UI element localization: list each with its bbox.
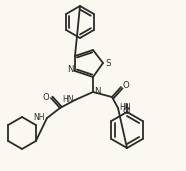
Text: O: O xyxy=(43,93,49,102)
Text: S: S xyxy=(105,58,111,68)
Text: HN: HN xyxy=(119,102,131,111)
Text: N: N xyxy=(94,87,100,95)
Text: N: N xyxy=(67,65,73,75)
Text: NH: NH xyxy=(33,113,45,122)
Text: Cl: Cl xyxy=(123,107,131,116)
Text: HN: HN xyxy=(62,95,74,103)
Text: O: O xyxy=(123,82,129,90)
